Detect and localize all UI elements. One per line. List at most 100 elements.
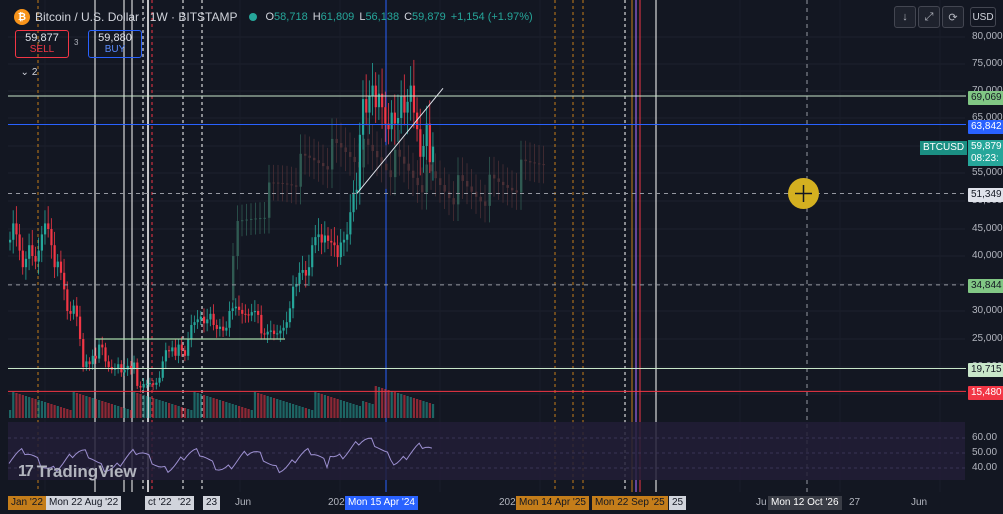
ghost-body (506, 185, 509, 188)
watermark-text: TradingView (36, 462, 137, 481)
ghost-body (407, 163, 410, 171)
volume-bar (183, 408, 187, 418)
fullscreen-button[interactable]: ⟳ (942, 6, 964, 28)
indicators-count: 2 (31, 66, 38, 78)
price-tick: 25,000 (972, 333, 1003, 344)
candle-body (381, 93, 384, 108)
time-tick: 202 (499, 497, 516, 508)
candle-body (66, 289, 69, 311)
volume-bar (212, 398, 215, 418)
candle-body (161, 361, 164, 378)
candle-body (269, 330, 272, 332)
volume-bar (190, 410, 193, 418)
volume-bar (342, 401, 346, 418)
sell-label: SELL (29, 44, 55, 55)
volume-bar (358, 406, 361, 418)
candle-body (253, 311, 257, 313)
ghost-body (479, 196, 482, 202)
ghost-body (443, 185, 446, 192)
ghost-body (344, 147, 347, 153)
ghost-body (439, 178, 442, 186)
volume-bar (428, 403, 431, 418)
symbol-header[interactable]: ₿ Bitcoin / U.S. Dollar · 1W · BITSTAMP … (14, 8, 533, 26)
tradingview-logo[interactable]: 17 TradingView (18, 462, 137, 482)
ghost-body (475, 191, 478, 197)
candle-body (123, 369, 126, 373)
currency-selector[interactable]: USD (970, 7, 996, 27)
candle-body (180, 344, 183, 351)
projection-candles (232, 118, 545, 311)
candle-body (37, 250, 40, 262)
volume-bar (295, 405, 298, 418)
volume-bar (346, 402, 349, 418)
collapse-button[interactable]: ↓ (894, 6, 916, 28)
time-tick: 23 (203, 496, 221, 510)
level-tag: 15,480 (968, 386, 1003, 400)
ghost-body (331, 138, 334, 170)
candle-body (311, 245, 314, 268)
ghost-body (542, 164, 545, 166)
volume-bar (136, 393, 139, 418)
volume-bar (120, 407, 123, 418)
candle-body (327, 235, 330, 241)
market-status-icon[interactable] (249, 13, 258, 21)
level-tag: 34,844 (968, 279, 1003, 293)
candle-body (228, 311, 231, 328)
ghost-body (533, 162, 536, 164)
volume-bar (355, 405, 358, 418)
ghost-body (520, 159, 523, 193)
volume-bar (304, 408, 307, 418)
volume-bar (288, 403, 292, 418)
candle-body (53, 245, 56, 268)
candle-body (47, 223, 50, 229)
candle-body (85, 361, 88, 367)
ghost-body (362, 138, 365, 168)
crosshair-icon (795, 185, 812, 202)
ghost-body (416, 177, 419, 186)
volume-bar (107, 403, 110, 418)
candle-body (406, 101, 409, 113)
time-tick: Mon 14 Apr '25 (516, 496, 589, 510)
ghost-body (236, 220, 239, 256)
ghost-body (250, 218, 253, 220)
volume-bar (377, 387, 381, 418)
candle-body (50, 229, 53, 246)
time-tick: Ju (756, 497, 767, 508)
candle-body (82, 339, 85, 367)
candle-body (314, 237, 317, 246)
volume-bar (199, 394, 202, 418)
candle-body (257, 311, 260, 315)
maximize-button[interactable]: ⤢ (918, 6, 940, 28)
candle-body (212, 313, 215, 325)
sell-button[interactable]: 59,877 SELL (15, 30, 69, 58)
ghost-body (340, 143, 343, 148)
candle-body (18, 234, 21, 251)
volume-bar (12, 392, 15, 418)
level-tag: 63,842 (968, 120, 1003, 134)
candle-body (320, 234, 323, 243)
trend-line (356, 87, 444, 194)
candle-body (209, 313, 212, 320)
ghost-body (403, 156, 406, 164)
time-axis[interactable]: Jan '22 Mon 22 Aug '22 ct '22'22 23 Jun 202 Mo… (0, 492, 1003, 514)
level-tag: 51,349 (968, 188, 1003, 202)
ghost-body (349, 152, 352, 157)
volume-bar (66, 409, 69, 418)
volume-bar (225, 402, 228, 418)
candle-body (250, 312, 253, 316)
candle-body (336, 245, 339, 258)
candle-body (193, 322, 196, 325)
candle-body (244, 313, 247, 315)
candle-body (101, 344, 104, 348)
candle-body (218, 326, 222, 329)
candle-body (365, 99, 368, 113)
volume-bar (164, 402, 168, 418)
candle-body (393, 112, 396, 124)
ghost-body (452, 198, 455, 205)
candle-body (12, 223, 15, 240)
volume-bar (368, 403, 371, 418)
indicators-toggle[interactable]: ⌄ 2 (16, 64, 42, 80)
buy-button[interactable]: 59,880 BUY (88, 30, 142, 58)
volume-bar (78, 394, 82, 418)
